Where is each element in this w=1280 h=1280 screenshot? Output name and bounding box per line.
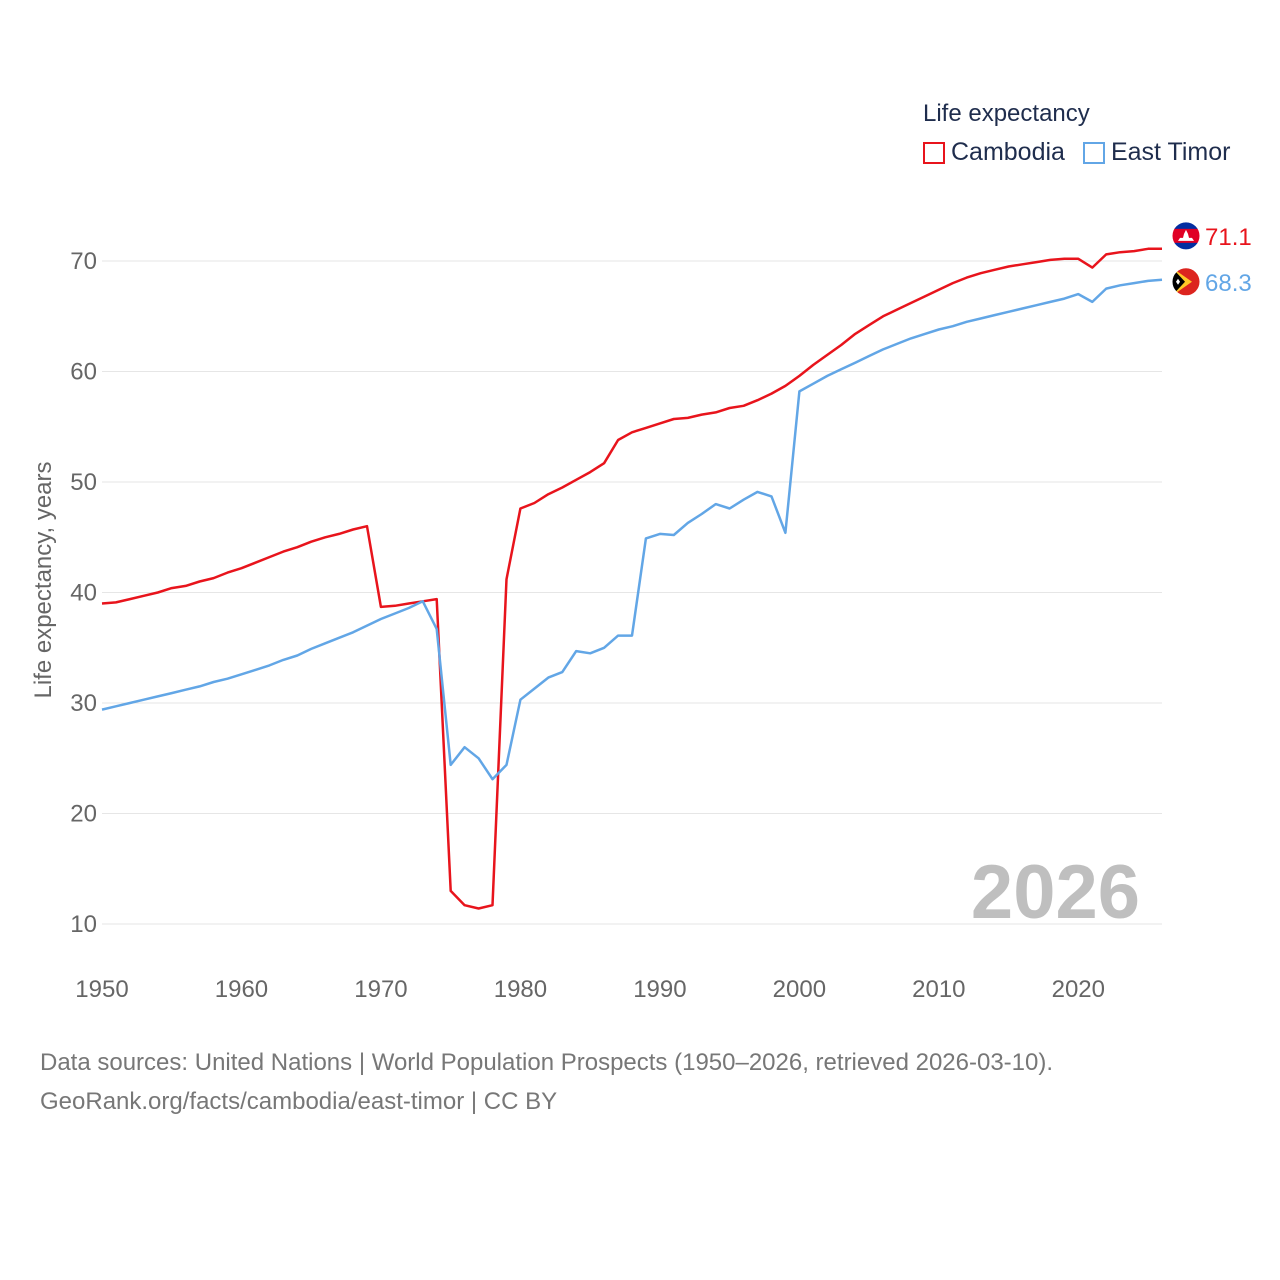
y-tick-label-20: 20 [70, 801, 97, 828]
legend-item-cambodia[interactable]: Cambodia [923, 138, 1065, 167]
year-watermark: 2026 [971, 850, 1140, 935]
y-tick-label-70: 70 [70, 248, 97, 275]
y-tick-label-50: 50 [70, 469, 97, 496]
cambodia-flag-icon [1171, 221, 1201, 251]
end-label-east-timor: 68.3 [1205, 270, 1252, 297]
x-tick-label-1960: 1960 [215, 976, 268, 1003]
footer-line-url: GeoRank.org/facts/cambodia/east-timor | … [40, 1088, 558, 1115]
x-tick-label-1970: 1970 [354, 976, 407, 1003]
x-tick-label-1980: 1980 [494, 976, 547, 1003]
end-markers: 71.1 68.3 [1171, 221, 1252, 297]
end-label-cambodia: 71.1 [1205, 224, 1252, 251]
y-tick-label-40: 40 [70, 580, 97, 607]
x-tick-label-2000: 2000 [773, 976, 826, 1003]
y-axis-ticks: 10 20 30 40 50 60 70 [70, 248, 97, 938]
legend-swatch-east-timor [1082, 141, 1105, 164]
footer-line-sources: Data sources: United Nations | World Pop… [40, 1049, 1054, 1076]
y-tick-label-10: 10 [70, 911, 97, 938]
legend-item-east-timor[interactable]: East Timor [1082, 138, 1231, 167]
series-line-cambodia [101, 247, 1162, 910]
y-tick-label-30: 30 [70, 690, 97, 717]
y-axis-label: Life expectancy, years [30, 461, 57, 698]
legend-items: Cambodia East Timor [923, 138, 1230, 167]
legend-label-cambodia: Cambodia [951, 138, 1065, 166]
footer-sources: Data sources: United Nations | World Pop… [40, 1043, 1053, 1121]
legend-label-east-timor: East Timor [1110, 138, 1231, 166]
legend: Life expectancy Cambodia East Timor [923, 100, 1230, 167]
x-tick-label-2010: 2010 [912, 976, 965, 1003]
x-tick-label-2020: 2020 [1052, 976, 1105, 1003]
east-timor-flag-icon [1171, 267, 1201, 297]
series-lines [101, 247, 1163, 910]
grid-lines [102, 260, 1162, 925]
y-tick-label-60: 60 [70, 359, 97, 386]
x-tick-label-1990: 1990 [633, 976, 686, 1003]
x-axis-ticks: 1950 1960 1970 1980 1990 2000 2010 2020 [75, 976, 1105, 1003]
x-tick-label-1950: 1950 [75, 976, 128, 1003]
legend-title: Life expectancy [923, 100, 1090, 127]
series-line-east-timor [101, 278, 1163, 781]
legend-swatch-cambodia [923, 141, 945, 164]
